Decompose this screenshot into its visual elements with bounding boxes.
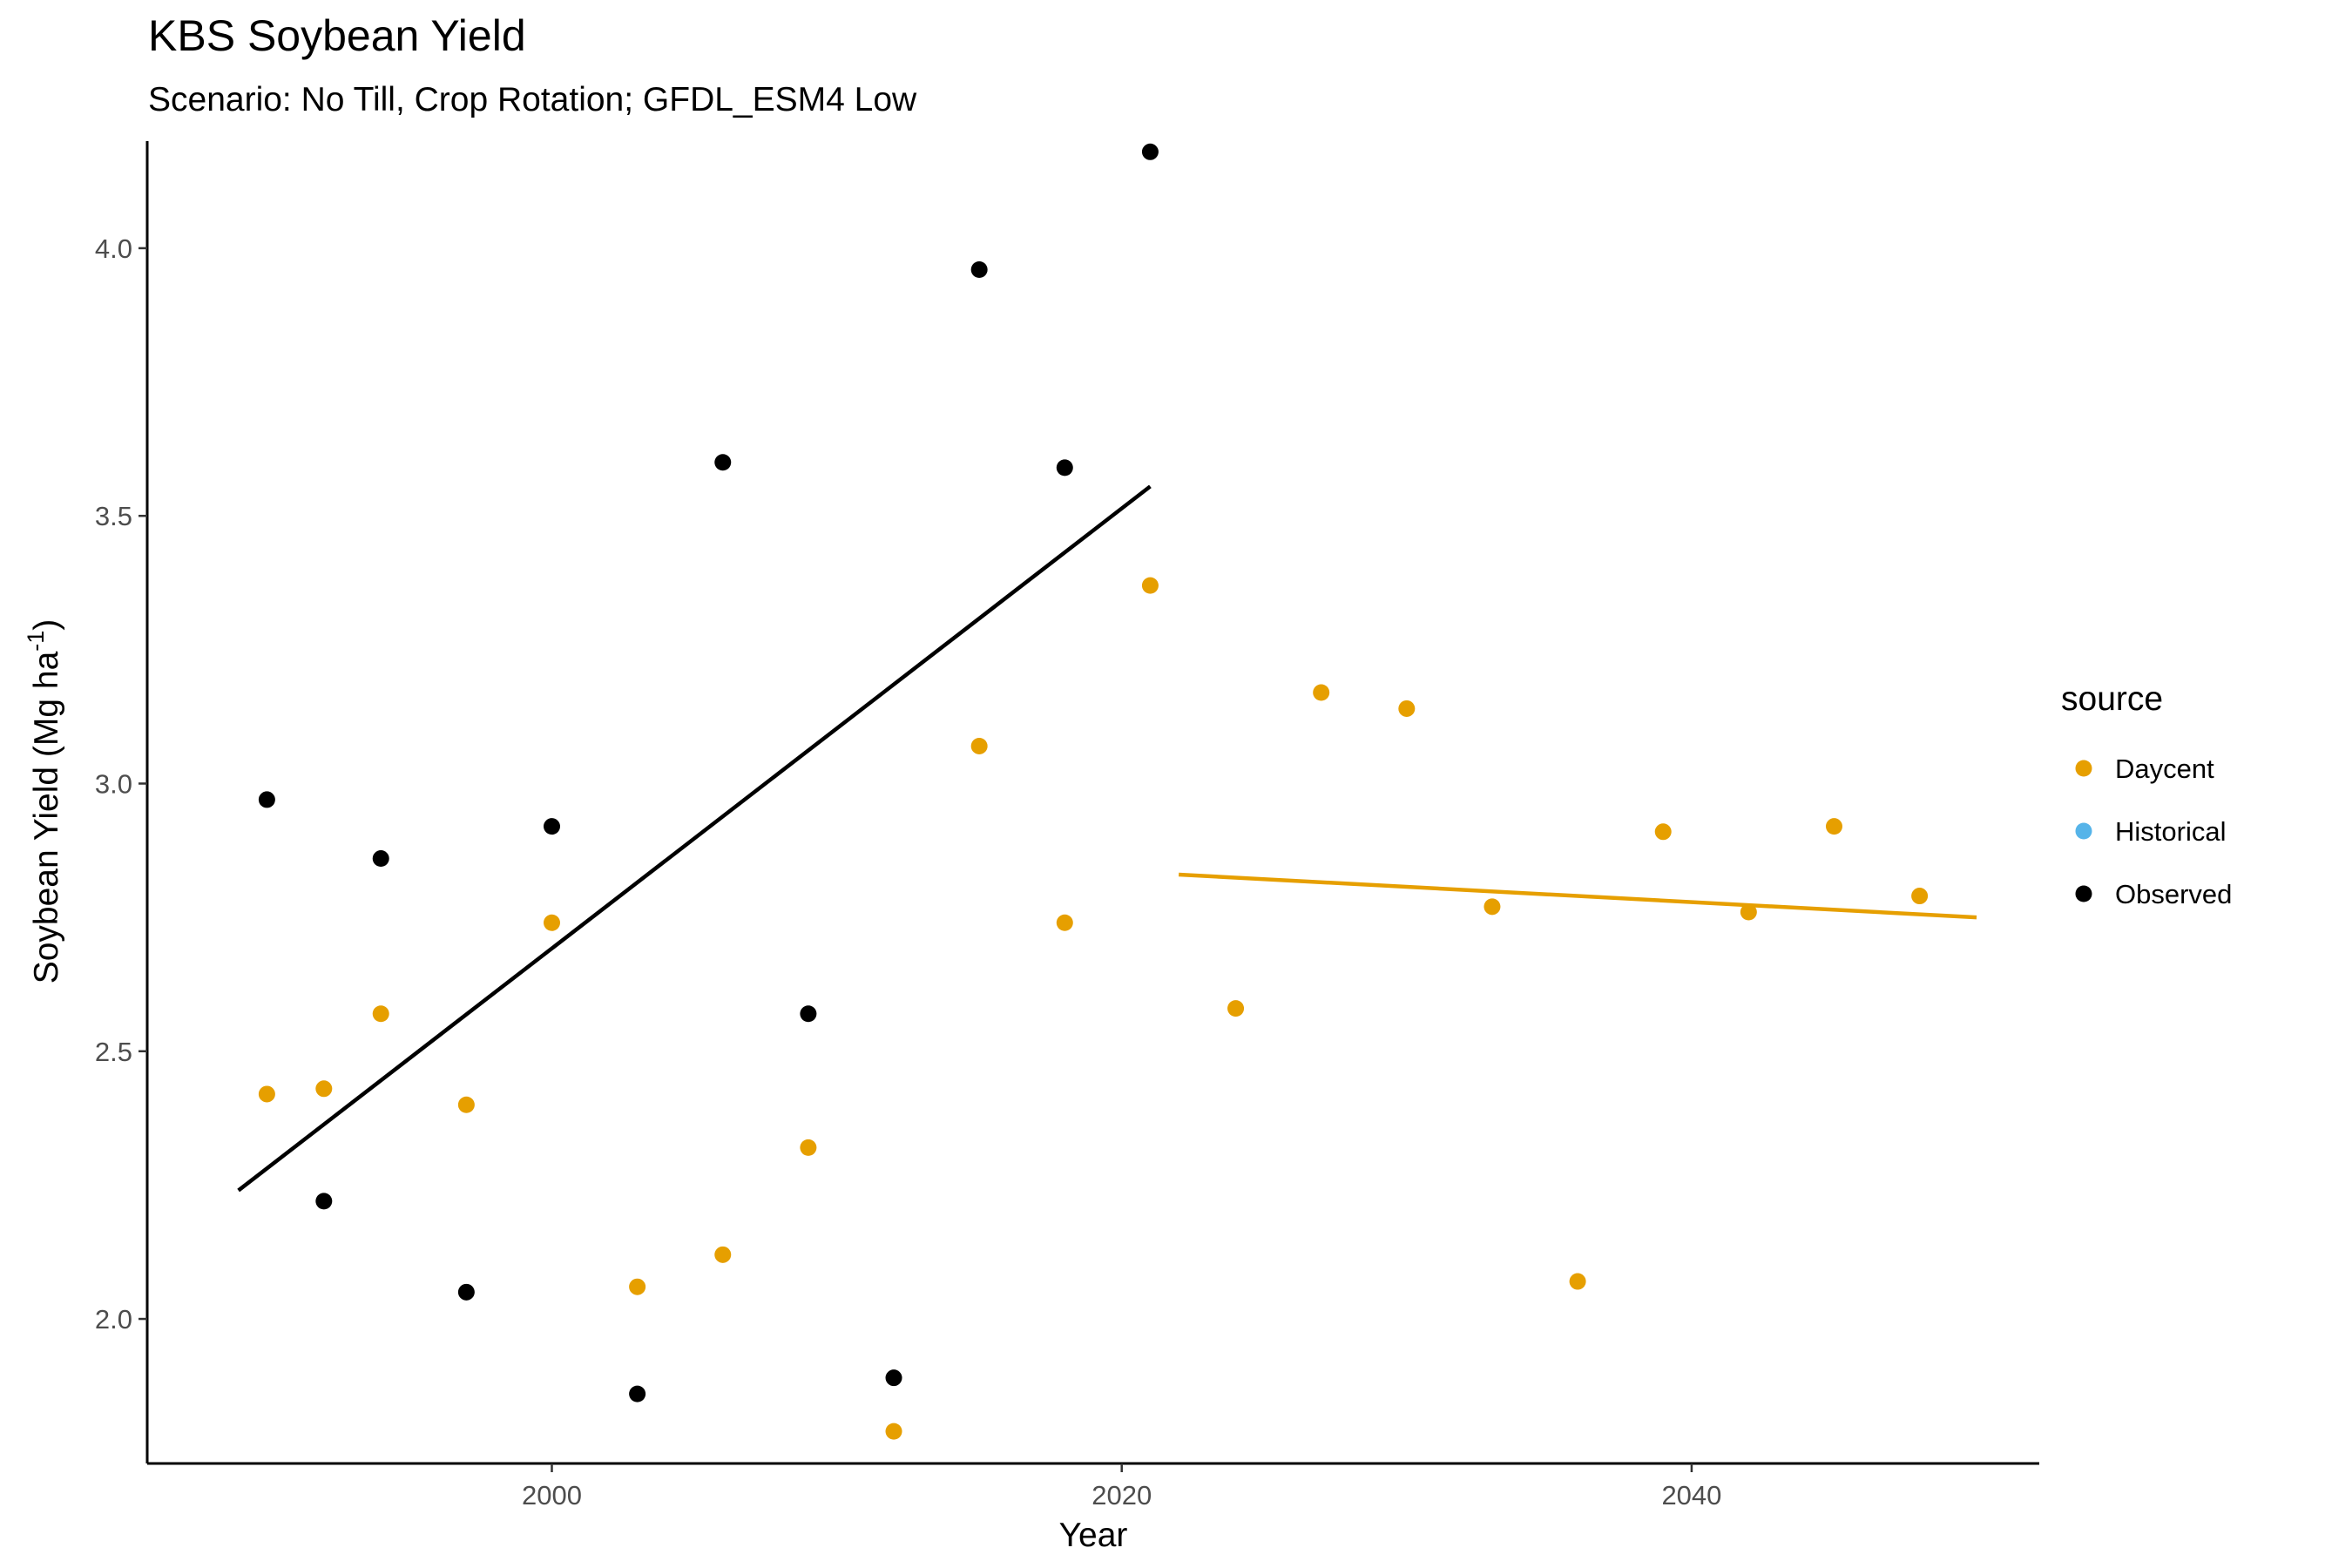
x-tick-label: 2000 [522,1480,582,1511]
y-axis-title-sup: -1 [23,631,49,652]
data-points [258,143,1929,1440]
y-axis-title: Soybean Yield (Mg ha-1) [23,619,65,984]
x-tick-label: 2020 [1092,1480,1152,1511]
observed-point [1056,459,1073,476]
daycent-point [714,1246,732,1263]
legend-entries: Daycent Historical Observed [2075,754,2232,909]
legend-key-observed [2075,885,2092,902]
observed-point [372,850,389,868]
y-axis-title-close: ) [28,619,65,631]
observed-point [629,1385,646,1402]
daycent-point [258,1085,275,1103]
chart-subtitle: Scenario: No Till, Crop Rotation; GFDL_E… [148,81,917,118]
daycent-point [1569,1273,1586,1290]
observed-point [258,791,275,808]
legend-label-historical: Historical [2115,816,2226,847]
observed-point [457,1283,475,1301]
daycent-point [1740,903,1757,921]
daycent-point [543,914,560,931]
daycent-point [800,1139,817,1156]
observed-point [970,260,988,278]
trend-line-1 [237,484,1152,1193]
daycent-point [1654,823,1672,841]
svg-text:Soybean Yield (Mg ha-1): Soybean Yield (Mg ha-1) [23,619,65,984]
daycent-point [629,1278,646,1295]
daycent-point [1398,700,1416,717]
trend-line-2 [1179,872,1977,920]
y-tick-label: 2.0 [95,1304,132,1335]
observed-point [714,454,732,471]
daycent-point [1056,914,1073,931]
daycent-point [1313,684,1330,701]
daycent-point [1141,577,1159,594]
daycent-point [970,737,988,754]
plot-area [237,143,1977,1440]
daycent-point [1911,888,1929,905]
trend-lines [237,484,1977,1193]
legend-label-daycent: Daycent [2115,754,2214,784]
observed-point [1141,143,1159,160]
legend-key-daycent [2075,760,2092,777]
observed-point [800,1005,817,1023]
daycent-point [315,1080,333,1098]
observed-point [543,818,560,835]
daycent-point [457,1096,475,1113]
legend-label-observed: Observed [2115,879,2232,909]
legend-title: source [2061,680,2163,718]
x-tick-label: 2040 [1661,1480,1721,1511]
observed-point [885,1369,902,1387]
chart-title: KBS Soybean Yield [148,11,526,60]
y-axis-ticks: 2.0 2.5 3.0 3.5 4.0 [95,233,147,1335]
daycent-point [1227,1000,1245,1017]
y-tick-label: 3.0 [95,768,132,799]
y-tick-label: 4.0 [95,233,132,264]
daycent-point [885,1423,902,1440]
daycent-point [372,1005,389,1023]
x-axis-ticks: 2000 2020 2040 [522,1463,1721,1511]
legend-key-historical [2075,822,2092,840]
y-tick-label: 2.5 [95,1037,132,1067]
daycent-point [1484,898,1501,916]
y-tick-label: 3.5 [95,501,132,531]
daycent-point [1825,818,1842,835]
y-axis-title-main: Soybean Yield (Mg ha [28,651,65,983]
legend: source Daycent Historical Observed [2061,680,2232,909]
observed-point [315,1193,333,1210]
x-axis-title: Year [1059,1517,1128,1554]
